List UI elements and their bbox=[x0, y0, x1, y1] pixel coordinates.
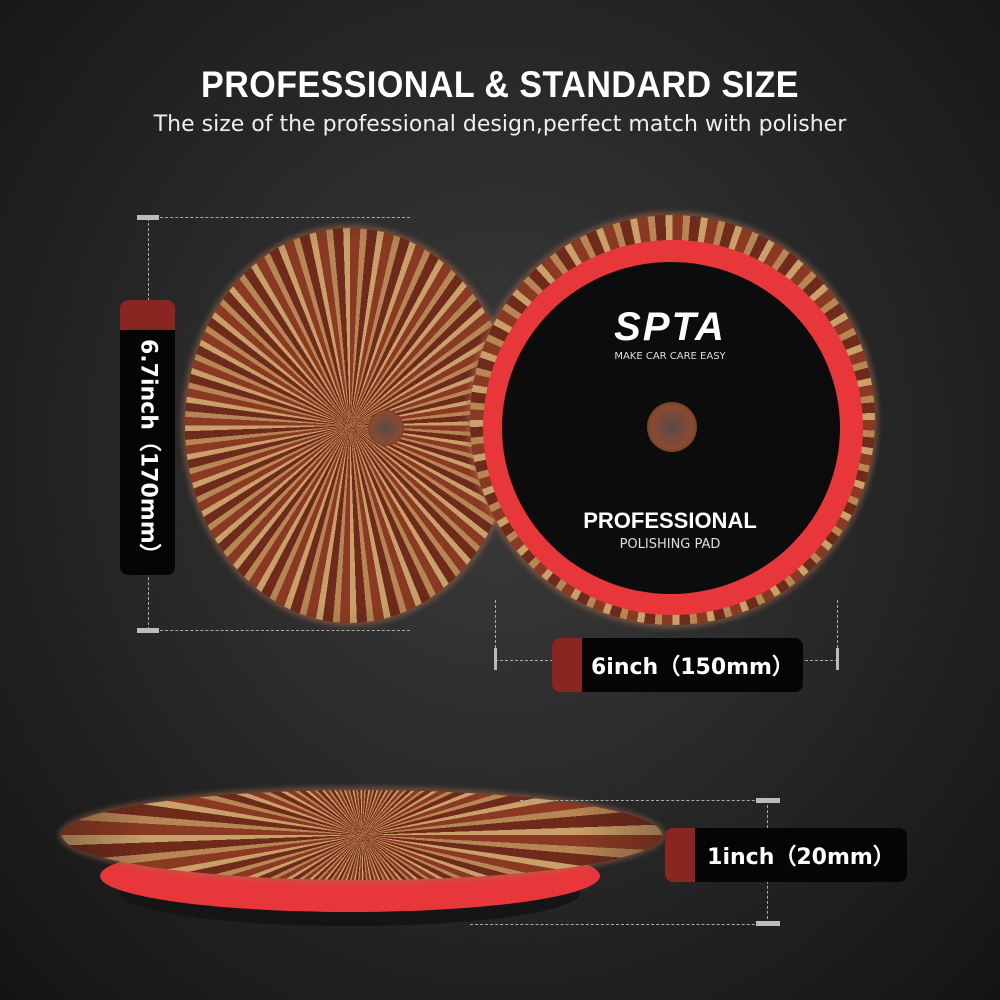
pad-side-wool bbox=[62, 790, 662, 880]
dimension-tick bbox=[756, 921, 780, 926]
dimension-line bbox=[150, 217, 410, 218]
dimension-tick bbox=[137, 215, 159, 220]
dimension-line bbox=[837, 600, 838, 648]
headline: PROFESSIONAL & STANDARD SIZE bbox=[201, 64, 799, 105]
brand-logo: SPTA bbox=[614, 305, 726, 349]
dimension-tick bbox=[494, 648, 497, 670]
label-thickness-text: 1inch（20mm） bbox=[707, 845, 895, 870]
label-diameter-backing-text: 6inch（150mm） bbox=[591, 655, 794, 680]
dimension-tick bbox=[756, 798, 780, 803]
pad-text-professional: PROFESSIONAL bbox=[583, 508, 757, 533]
pad-wool-face bbox=[185, 228, 515, 623]
label-thickness: 1inch（20mm） bbox=[665, 828, 907, 882]
dimension-line bbox=[495, 600, 496, 648]
dimension-line bbox=[520, 800, 780, 801]
brand-tagline: MAKE CAR CARE EASY bbox=[614, 351, 726, 362]
label-diameter-outer: 6.7inch（170mm） bbox=[120, 300, 175, 575]
dimension-tick bbox=[137, 628, 159, 633]
pad-center-hole bbox=[647, 402, 697, 452]
dimension-line bbox=[470, 924, 780, 925]
subheadline: The size of the professional design,perf… bbox=[153, 112, 847, 137]
pad-text-polishing: POLISHING PAD bbox=[619, 537, 721, 552]
label-diameter-outer-text: 6.7inch（170mm） bbox=[135, 339, 161, 566]
label-diameter-backing: 6inch（150mm） bbox=[552, 638, 803, 692]
dimension-tick bbox=[836, 648, 839, 670]
dimension-line bbox=[150, 630, 410, 631]
pad-center-hole bbox=[368, 410, 404, 446]
